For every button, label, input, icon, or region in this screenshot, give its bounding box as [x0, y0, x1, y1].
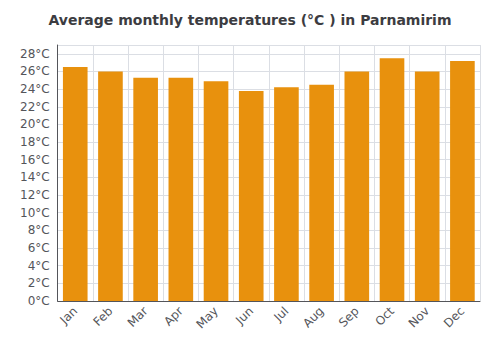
- svg-text:6°C: 6°C: [28, 241, 50, 255]
- svg-text:Nov: Nov: [406, 304, 432, 330]
- svg-text:Feb: Feb: [90, 304, 115, 329]
- svg-text:Jun: Jun: [232, 304, 256, 328]
- svg-text:May: May: [194, 304, 221, 331]
- svg-text:26°C: 26°C: [20, 64, 50, 78]
- svg-text:Sep: Sep: [336, 304, 362, 330]
- svg-text:12°C: 12°C: [20, 188, 50, 202]
- svg-text:Oct: Oct: [372, 304, 397, 329]
- svg-text:20°C: 20°C: [20, 117, 50, 131]
- svg-text:10°C: 10°C: [20, 206, 50, 220]
- svg-text:Mar: Mar: [125, 304, 151, 330]
- svg-text:24°C: 24°C: [20, 82, 50, 96]
- svg-text:16°C: 16°C: [20, 153, 50, 167]
- svg-text:Average monthly temperatures (: Average monthly temperatures (°C ) in Pa…: [48, 12, 451, 28]
- svg-text:22°C: 22°C: [20, 100, 50, 114]
- svg-text:18°C: 18°C: [20, 135, 50, 149]
- svg-text:Apr: Apr: [161, 304, 186, 329]
- svg-text:0°C: 0°C: [28, 294, 50, 308]
- svg-text:8°C: 8°C: [28, 223, 50, 237]
- svg-text:Jul: Jul: [271, 304, 292, 325]
- svg-text:28°C: 28°C: [20, 47, 50, 61]
- svg-text:2°C: 2°C: [28, 276, 50, 290]
- svg-text:Jan: Jan: [57, 304, 81, 328]
- svg-text:14°C: 14°C: [20, 170, 50, 184]
- svg-text:Aug: Aug: [300, 304, 326, 330]
- svg-text:Dec: Dec: [441, 304, 467, 330]
- svg-text:4°C: 4°C: [28, 259, 50, 273]
